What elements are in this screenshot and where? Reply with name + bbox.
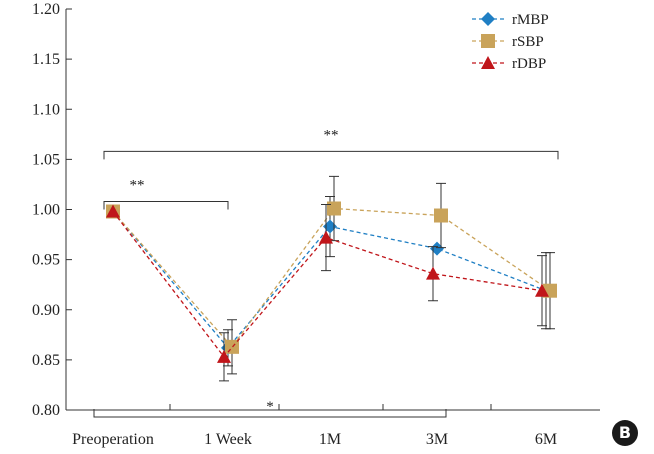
marker-rDBP-4 <box>535 283 549 297</box>
significance-marker-2: * <box>266 399 274 415</box>
marker-rDBP-2 <box>319 230 333 244</box>
y-tick-label-0: 0.80 <box>32 402 60 419</box>
x-tick-label-3: 3M <box>426 431 448 448</box>
significance-brackets: ***** <box>93 127 559 418</box>
y-tick-label-1: 0.85 <box>32 352 60 369</box>
marker-rDBP-0 <box>106 204 120 218</box>
y-tick-label-8: 1.20 <box>32 1 60 18</box>
x-tick-label-2: 1M <box>319 431 341 448</box>
marker-rSBP-1 <box>225 339 239 354</box>
legend: rMBP rSBP rDBP <box>472 12 549 72</box>
axes: 0.80 0.85 0.90 0.95 1.00 1.05 1.10 1.15 1.20 Preo… <box>32 1 600 448</box>
y-tick-label-5: 1.05 <box>32 151 60 168</box>
significance-marker-0: ** <box>130 177 145 193</box>
significance-bracket-2 <box>93 409 447 418</box>
marker-rMBP-3 <box>430 241 444 256</box>
y-tick-label-6: 1.10 <box>32 101 60 118</box>
legend-marker-rDBP <box>481 56 495 69</box>
series-rMBP <box>106 195 553 367</box>
x-tick-label-1: 1 Week <box>204 431 252 448</box>
x-tick-label-0: Preoperation <box>72 431 154 448</box>
legend-label-rSBP: rSBP <box>512 34 544 50</box>
significance-bracket-1 <box>103 150 559 160</box>
y-tick-label-7: 1.15 <box>32 51 60 68</box>
x-tick-label-4: 6M <box>535 431 557 448</box>
legend-label-rMBP: rMBP <box>512 12 549 28</box>
marker-rSBP-3 <box>434 208 448 223</box>
marker-rSBP-2 <box>327 201 341 216</box>
legend-label-rDBP: rDBP <box>512 56 546 72</box>
significance-bracket-0 <box>103 200 229 210</box>
series-rSBP <box>106 175 557 375</box>
marker-rDBP-3 <box>426 266 440 280</box>
marker-rDBP-1 <box>217 349 231 363</box>
series-rDBP <box>106 203 549 382</box>
y-tick-label-3: 0.95 <box>32 252 60 269</box>
y-tick-label-2: 0.90 <box>32 302 60 319</box>
legend-marker-rSBP <box>481 34 495 48</box>
legend-marker-rMBP <box>481 12 495 26</box>
series-layer <box>106 175 557 382</box>
significance-marker-1: ** <box>324 127 339 143</box>
panel-label-badge: B <box>612 420 638 446</box>
series-line-rDBP <box>112 211 543 358</box>
y-tick-label-4: 1.00 <box>32 202 60 219</box>
